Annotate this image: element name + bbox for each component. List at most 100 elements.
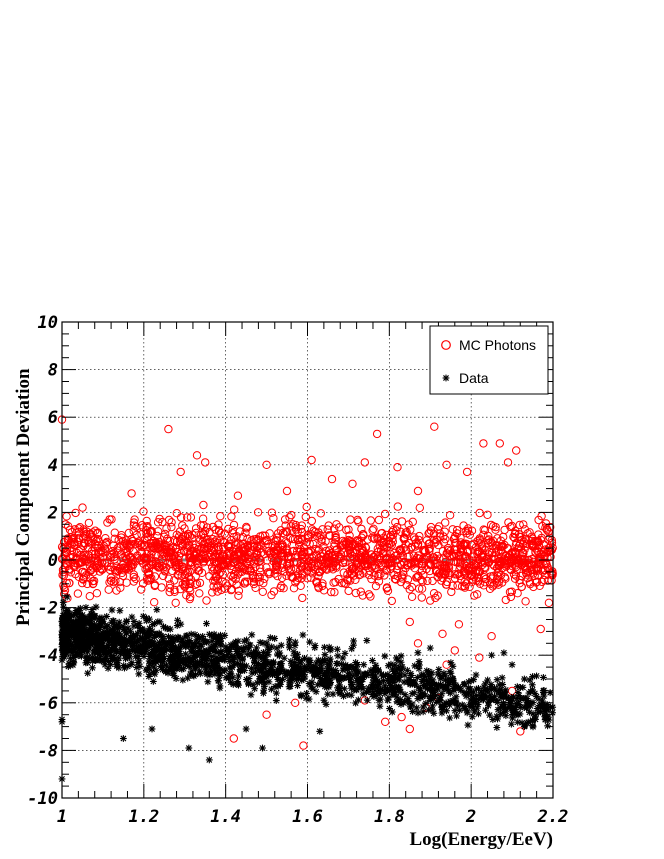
data-point [368,657,376,664]
data-point [413,704,421,712]
data-point [245,675,253,682]
data-point [214,677,222,685]
y-tick-label: -6 [38,694,58,714]
data-point [206,662,214,670]
data-point [228,652,236,660]
data-point [153,606,161,614]
data-point [247,664,255,672]
data-point [388,684,396,691]
data-point [438,709,446,717]
data-point [488,651,496,659]
data-point [389,665,396,673]
data-point [184,674,192,682]
legend: MC Photons Data [429,325,549,395]
mc-photon-point [325,531,335,540]
data-point [407,670,415,678]
data-point [334,684,341,692]
data-point [111,656,119,664]
mc-photon-point [417,593,426,602]
data-point [494,706,502,714]
data-point [312,659,320,667]
data-point [500,703,508,711]
data-point [464,721,472,729]
data-point [63,593,71,601]
mc-photon-point [229,520,239,530]
data-point [92,603,100,611]
mc-photon-point [521,597,530,606]
mc-photon-point [298,593,307,603]
data-point [286,644,293,652]
data-point [465,689,472,697]
x-tick-labels: 1 1.2 1.4 1.6 1.8 2 2.2 [57,807,568,827]
grid-lines [62,322,553,798]
data-point [347,691,355,699]
data-point [387,660,395,668]
data-point [93,635,101,642]
data-point [333,672,341,679]
mc-photon-point [107,515,116,524]
data-point [515,692,523,699]
data-point [272,697,280,704]
data-point [419,708,427,716]
mc-photon-point [195,589,204,598]
mc-photon-point [92,589,102,598]
data-point [195,647,203,654]
data-point [531,689,539,697]
data-point [203,620,210,627]
data-point [535,695,543,703]
mc-photon-point [364,570,374,580]
data-point [59,623,67,631]
data-point [363,696,371,704]
data-point [81,620,89,628]
mc-photon-point [364,590,374,599]
data-point [259,744,266,752]
y-tick-label: -8 [38,741,58,761]
y-tick-label: 8 [48,361,58,381]
y-tick-label: 0 [48,551,58,571]
y-tick-label: 2 [47,503,58,523]
data-point [259,672,267,680]
data-point [532,715,539,723]
data-point [164,669,172,677]
data-point [260,686,268,694]
data-point [339,666,347,674]
data-point [122,652,129,659]
data-point [352,664,360,672]
data-point [385,675,393,683]
data-point [245,641,253,649]
data-point [277,681,284,688]
data-point [150,668,157,676]
data-point [84,669,92,677]
data-point [182,650,190,658]
data-point [259,639,267,647]
data-point [89,664,96,672]
data-point [305,658,313,666]
data-point [456,706,464,714]
data-point [300,675,308,683]
mc-photon-point [106,562,115,572]
data-point [329,690,337,698]
data-point [231,660,239,668]
mc-photon-point [519,520,528,529]
data-point [419,689,427,697]
mc-photon-point [332,520,341,529]
data-point [168,654,176,662]
data-point [401,691,409,699]
data-point [434,670,442,678]
data-point [257,653,264,661]
data-point [467,696,475,704]
data-point [137,650,145,658]
data-point [345,674,352,682]
x-tick-label: 1 [57,807,67,827]
data-point [205,756,213,764]
mc-photon-point [270,569,279,578]
data-point [253,644,260,652]
mc-photon-point [459,521,468,530]
data-point [190,641,197,649]
data-point [139,628,146,636]
data-point [499,681,507,688]
data-point [307,683,315,691]
data-point [108,606,116,614]
mc-photon-point [447,587,456,597]
data-point [348,645,356,653]
